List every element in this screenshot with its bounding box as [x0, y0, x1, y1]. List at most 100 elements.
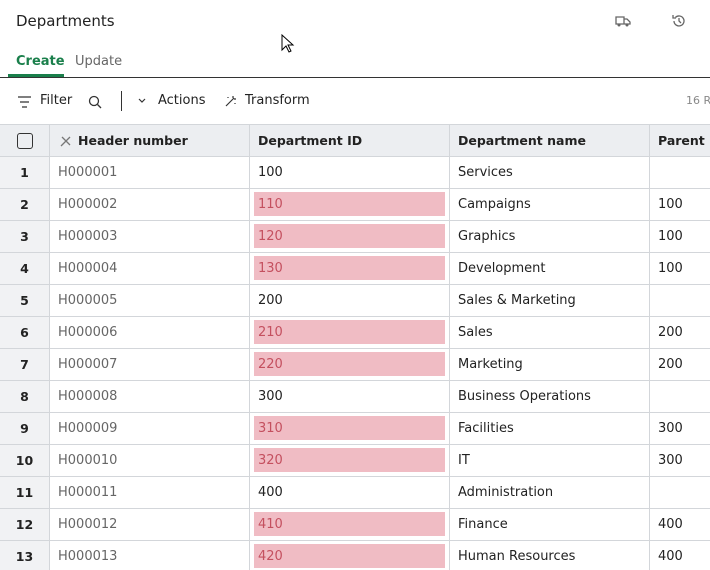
row-number: 1 — [0, 157, 50, 189]
tab[interactable]: Create — [16, 54, 65, 69]
parent-id-cell: 200 — [650, 317, 710, 349]
divider — [0, 77, 710, 78]
parent-id-cell: 100 — [650, 189, 710, 221]
row-number: 2 — [0, 189, 50, 221]
column-header[interactable]: Department name — [450, 125, 650, 157]
active-tab-indicator — [8, 74, 64, 77]
highlighted-value: 110 — [254, 192, 445, 216]
department-id-cell: 400 — [250, 477, 450, 509]
column-header-label: Department ID — [258, 133, 363, 148]
row-number: 11 — [0, 477, 50, 509]
highlighted-value: 220 — [254, 352, 445, 376]
highlighted-value: 310 — [254, 416, 445, 440]
parent-id-cell: 100 — [650, 221, 710, 253]
header-number-cell: H000011 — [50, 477, 250, 509]
parent-id: 100 — [658, 197, 683, 212]
department-name-cell: Services — [450, 157, 650, 189]
history-icon[interactable] — [670, 12, 688, 30]
parent-id-cell: 300 — [650, 413, 710, 445]
toolbar-separator — [121, 91, 122, 111]
header-number-cell: H000007 — [50, 349, 250, 381]
department-id-cell: 300 — [250, 381, 450, 413]
row-number: 4 — [0, 253, 50, 285]
header-number-cell: H000002 — [50, 189, 250, 221]
column-header-label: Department name — [458, 133, 586, 148]
filter-button[interactable]: Filter — [40, 93, 73, 108]
transform-icon — [225, 96, 236, 107]
department-name-cell: Sales & Marketing — [450, 285, 650, 317]
row-number: 9 — [0, 413, 50, 445]
row-number: 8 — [0, 381, 50, 413]
parent-id-cell: 400 — [650, 541, 710, 570]
row-number: 12 — [0, 509, 50, 541]
row-number: 10 — [0, 445, 50, 477]
header-number-cell: H000009 — [50, 413, 250, 445]
department-name-cell: Administration — [450, 477, 650, 509]
department-name-cell: Graphics — [450, 221, 650, 253]
filter-icon — [18, 96, 31, 108]
column-header[interactable]: Parent ID — [650, 125, 710, 157]
column-header[interactable]: Department ID — [250, 125, 450, 157]
parent-id-cell — [650, 381, 710, 413]
chevron-icon — [138, 98, 146, 103]
row-number: 6 — [0, 317, 50, 349]
mouse-cursor — [281, 34, 295, 53]
department-id-cell: 220 — [250, 349, 450, 381]
checkbox[interactable] — [17, 133, 33, 149]
header-number-cell: H000005 — [50, 285, 250, 317]
select-all-cell — [0, 125, 50, 157]
highlighted-value: 130 — [254, 256, 445, 280]
header-number-cell: H000001 — [50, 157, 250, 189]
header-number-cell: H000013 — [50, 541, 250, 570]
highlighted-value: 210 — [254, 320, 445, 344]
tab[interactable]: Update — [75, 54, 123, 69]
row-number: 7 — [0, 349, 50, 381]
parent-id-cell: 300 — [650, 445, 710, 477]
department-id-cell: 130 — [250, 253, 450, 285]
department-id-cell: 100 — [250, 157, 450, 189]
parent-id: 100 — [658, 229, 683, 244]
department-id: 300 — [258, 389, 283, 404]
highlighted-value: 410 — [254, 512, 445, 536]
transform-button[interactable]: Transform — [245, 93, 310, 108]
parent-id: 400 — [658, 549, 683, 564]
parent-id: 400 — [658, 517, 683, 532]
data-grid: Header number Department ID Department nam… — [0, 124, 710, 570]
department-name-cell: Marketing — [450, 349, 650, 381]
department-name-cell: Facilities — [450, 413, 650, 445]
parent-id: 200 — [658, 357, 683, 372]
department-id-cell: 120 — [250, 221, 450, 253]
highlighted-value: 120 — [254, 224, 445, 248]
search-icon[interactable] — [87, 94, 103, 110]
department-id: 100 — [258, 165, 283, 180]
actions-button[interactable]: Actions — [158, 93, 206, 108]
row-number: 13 — [0, 541, 50, 570]
highlighted-value: 420 — [254, 544, 445, 568]
row-count: 16 R — [686, 94, 710, 107]
column-header[interactable]: Header number — [50, 125, 250, 157]
department-id: 200 — [258, 293, 283, 308]
parent-id-cell: 400 — [650, 509, 710, 541]
column-header-label: Parent ID — [658, 133, 710, 148]
parent-id-cell — [650, 157, 710, 189]
department-name-cell: Business Operations — [450, 381, 650, 413]
column-header-label: Header number — [78, 133, 188, 148]
department-name-cell: Human Resources — [450, 541, 650, 570]
row-number: 5 — [0, 285, 50, 317]
parent-id: 300 — [658, 421, 683, 436]
department-id-cell: 110 — [250, 189, 450, 221]
department-name-cell: IT — [450, 445, 650, 477]
parent-id: 100 — [658, 261, 683, 276]
parent-id-cell: 200 — [650, 349, 710, 381]
header-number-cell: H000010 — [50, 445, 250, 477]
parent-id-cell — [650, 477, 710, 509]
row-number: 3 — [0, 221, 50, 253]
header-number-cell: H000004 — [50, 253, 250, 285]
truck-icon[interactable] — [614, 13, 632, 29]
department-id-cell: 200 — [250, 285, 450, 317]
column-icon — [60, 136, 71, 147]
header-number-cell: H000003 — [50, 221, 250, 253]
parent-id: 200 — [658, 325, 683, 340]
highlighted-value: 320 — [254, 448, 445, 472]
